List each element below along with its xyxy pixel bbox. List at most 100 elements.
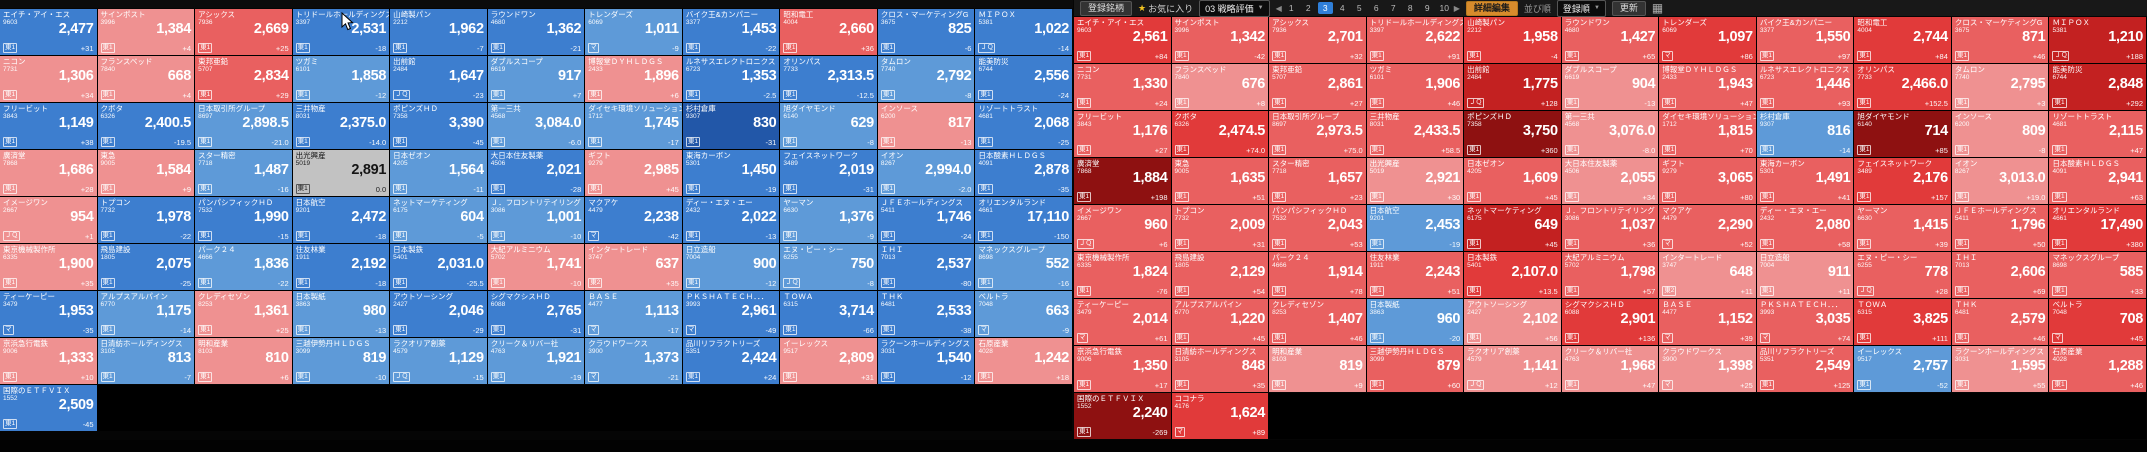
stock-tile[interactable]: 日立造船 7004 911 +11 東1 [1756,252,1854,298]
stock-tile[interactable]: アシックス 7936 2,669 +25 東1 [195,9,292,55]
stock-tile[interactable]: パンパシフィックＨＤ 7532 2,043 +53 東1 [1269,205,1366,251]
stock-tile[interactable]: シグマクシスＨＤ 6088 2,901 +136 東1 [1561,299,1659,345]
stock-tile[interactable]: バイク王&カンパニー 3377 1,453 -22 東1 [682,9,780,55]
page-button-5[interactable]: 5 [1356,3,1362,13]
stock-tile[interactable]: ダイセキ環境ソリューション 1712 1,815 +70 東1 [1659,111,1756,157]
stock-tile[interactable]: ラウンドワン 4680 1,427 +65 東1 [1561,17,1659,63]
stock-tile[interactable]: オリエンタルランド 4661 17,490 +380 東1 [2049,205,2146,251]
registered-stocks-button[interactable]: 登録銘柄 [1080,0,1133,16]
stock-tile[interactable]: ダブルスコープ 6619 917 +7 東1 [487,56,585,102]
stock-tile[interactable]: ラウンドワン 4680 1,362 -21 東1 [487,9,585,55]
stock-tile[interactable]: ルネサスエレクトロニクス 6723 1,446 +93 東1 [1756,64,1854,110]
stock-tile[interactable]: ネットマーケティング 6175 604 -5 東1 [390,197,487,243]
stock-tile[interactable]: 東急 9005 1,635 +51 東1 [1171,158,1269,204]
detail-edit-button[interactable]: 詳細編集 [1465,0,1518,16]
stock-tile[interactable]: 明和産業 8103 819 +9 東1 [1269,346,1366,392]
stock-tile[interactable]: アウトソーシング 2427 2,102 +56 東1 [1464,299,1561,345]
stock-tile[interactable]: ＭＩＰＯＸ 5381 1,210 +188 ＪＱ [2049,17,2146,63]
stock-tile[interactable]: トプコン 7732 1,978 -22 東1 [97,197,195,243]
stock-tile[interactable]: シグマクシスＨＤ 6088 2,765 -31 東1 [487,291,585,337]
stock-tile[interactable]: ツガミ 6101 1,858 -12 東1 [292,56,390,102]
stock-tile[interactable]: ＰＫＳＨＡＴＥＣＨ．．． 3993 3,035 +74 マ [1756,299,1854,345]
stock-tile[interactable]: 東京機械製作所 6335 1,824 -76 東1 [1074,252,1171,298]
grid-view-icon[interactable]: ▦ [1651,1,1664,15]
stock-tile[interactable]: 杉村倉庫 9307 816 -14 東1 [1756,111,1854,157]
stock-tile[interactable]: フランスベッド 7840 676 +8 東1 [1171,64,1269,110]
stock-tile[interactable]: ＩＨＩ 7013 2,537 -80 東1 [877,244,975,290]
stock-tile[interactable]: 日本航空 9201 2,472 -18 東1 [292,197,390,243]
stock-tile[interactable]: ラクーンホールディングス 3031 1,595 +55 東1 [1951,346,2049,392]
stock-tile[interactable]: フランスベッド 7840 668 +4 東1 [97,56,195,102]
page-button-10[interactable]: 10 [1439,3,1449,13]
stock-tile[interactable]: 国際のＥＴＦＶＩＸ 1552 2,240 -269 東1 [1074,393,1171,439]
refresh-button[interactable]: 更新 [1611,0,1646,16]
stock-tile[interactable]: Ｊ．フロントリテイリング 3086 1,001 -10 東1 [487,197,585,243]
stock-tile[interactable]: ダブルスコープ 6619 904 -13 東1 [1561,64,1659,110]
stock-tile[interactable]: ヤーマン 6630 1,415 +39 東1 [1854,205,1951,251]
stock-tile[interactable]: ポピンズＨＤ 7358 3,390 -45 東1 [390,103,487,149]
stock-tile[interactable]: ディー・エヌ・エー 2432 2,022 -13 東1 [682,197,780,243]
stock-tile[interactable]: 石原産業 4028 1,242 +18 東1 [975,338,1072,384]
stock-tile[interactable]: マクアケ 4479 2,238 -42 マ [585,197,682,243]
stock-tile[interactable]: イオン 8267 3,013.0 +19.0 東1 [1951,158,2049,204]
stock-tile[interactable]: ギフト 9279 2,985 +45 東1 [585,150,682,196]
stock-tile[interactable]: ラクオリア創薬 4579 1,129 -15 ＪＱ [390,338,487,384]
stock-tile[interactable]: 三越伊勢丹ＨＬＤＧＳ 3099 819 -10 東1 [292,338,390,384]
stock-tile[interactable]: タムロン 7740 2,792 -8 東1 [877,56,975,102]
stock-tile[interactable]: 旭ダイヤモンド 6140 714 +85 東1 [1854,111,1951,157]
stock-tile[interactable]: クレディセゾン 8253 1,407 +46 東1 [1269,299,1366,345]
pager-next-icon[interactable]: ▶ [1453,3,1460,13]
stock-tile[interactable]: トプコン 7732 2,009 +31 東1 [1171,205,1269,251]
stock-tile[interactable]: 京浜急行電鉄 9006 1,350 +17 東1 [1074,346,1171,392]
stock-tile[interactable]: インタートレード 3747 637 +35 東2 [585,244,682,290]
stock-tile[interactable]: 杉村倉庫 9307 830 -31 東1 [682,103,780,149]
stock-tile[interactable]: インタートレード 3747 648 +11 東2 [1659,252,1756,298]
stock-tile[interactable]: 日本製鉄 5401 2,031.0 -25.5 東1 [390,244,487,290]
stock-tile[interactable]: ラクーンホールディングス 3031 1,540 -12 東1 [877,338,975,384]
page-button-8[interactable]: 8 [1407,3,1413,13]
stock-tile[interactable]: トリドールホールディングス 3397 2,622 +91 東1 [1366,17,1464,63]
stock-tile[interactable]: 大日本住友製薬 4506 2,055 +34 東1 [1561,158,1659,204]
stock-tile[interactable]: 山崎製パン 2212 1,962 -7 東1 [390,9,487,55]
stock-tile[interactable]: 大日本住友製薬 4506 2,021 -28 東1 [487,150,585,196]
stock-tile[interactable]: 東急 9005 1,584 +9 東1 [97,150,195,196]
stock-tile[interactable]: トリドールホールディングス 3397 2,531 -18 東1 [292,9,390,55]
stock-tile[interactable]: フリービット 3843 1,149 +38 東1 [0,103,97,149]
stock-tile[interactable]: マネックスグループ 8698 552 -16 東1 [975,244,1072,290]
stock-tile[interactable]: 昭和電工 4004 2,660 +36 東1 [780,9,877,55]
stock-tile[interactable]: アシックス 7936 2,701 +32 東1 [1269,17,1366,63]
stock-tile[interactable]: 日本取引所グループ 8697 2,973.5 +75.0 東1 [1269,111,1366,157]
stock-tile[interactable]: タムロン 7740 2,795 +3 東1 [1951,64,2049,110]
stock-tile[interactable]: 廣済堂 7868 1,884 +198 東1 [1074,158,1171,204]
stock-tile[interactable]: ＴＨＫ 6481 2,579 +46 東1 [1951,299,2049,345]
stock-tile[interactable]: 山崎製パン 2212 1,958 -4 東1 [1464,17,1561,63]
stock-tile[interactable]: 日清紡ホールディングス 3105 848 +35 東1 [1171,346,1269,392]
stock-tile[interactable]: 昭和電工 4004 2,744 +84 東1 [1854,17,1951,63]
stock-tile[interactable]: パーク２４ 4666 1,836 -22 東1 [195,244,292,290]
stock-tile[interactable]: パーク２４ 4666 1,914 +78 東1 [1269,252,1366,298]
stock-tile[interactable]: スター精密 7718 1,487 -16 東1 [195,150,292,196]
stock-tile[interactable]: 三井物産 8031 2,433.5 +58.5 東1 [1366,111,1464,157]
stock-tile[interactable]: クロス・マーケティングG 3675 825 -6 東1 [877,9,975,55]
stock-tile[interactable]: アウトソーシング 2427 2,046 -29 東1 [390,291,487,337]
stock-tile[interactable]: 飛島建設 1805 2,075 -25 東1 [97,244,195,290]
stock-tile[interactable]: 旭ダイヤモンド 6140 629 -8 東1 [780,103,877,149]
stock-tile[interactable]: エヌ・ピー・シー 6255 750 -8 ＪＱ [780,244,877,290]
stock-tile[interactable]: アルプスアルパイン 6770 1,220 +45 東1 [1171,299,1269,345]
stock-tile[interactable]: 明和産業 8103 810 +6 東1 [195,338,292,384]
page-button-2[interactable]: 2 [1305,3,1311,13]
stock-tile[interactable]: 出前館 2484 1,775 +128 ＪＱ [1464,64,1561,110]
stock-tile[interactable]: イーレックス 9517 2,757 -52 東1 [1854,346,1951,392]
stock-tile[interactable]: マネックスグループ 8698 585 +33 東1 [2049,252,2146,298]
stock-tile[interactable]: ＩＨＩ 7013 2,606 +69 東1 [1951,252,2049,298]
stock-tile[interactable]: パンパシフィックＨＤ 7532 1,990 -15 東1 [195,197,292,243]
stock-tile[interactable]: スター精密 7718 1,657 +23 東1 [1269,158,1366,204]
stock-tile[interactable]: インソース 6200 817 -13 東1 [877,103,975,149]
stock-tile[interactable]: ＭＩＰＯＸ 5381 1,022 -14 ＪＱ [975,9,1072,55]
stock-tile[interactable]: 出光興産 5019 2,891 0.0 東1 [292,150,390,196]
stock-tile[interactable]: 廣済堂 7868 1,686 +28 東1 [0,150,97,196]
stock-tile[interactable]: クリーク＆リバー社 4763 1,921 -19 東1 [487,338,585,384]
stock-tile[interactable]: 日清紡ホールディングス 3105 813 -7 東1 [97,338,195,384]
stock-tile[interactable]: ニコン 7731 1,306 +34 東1 [0,56,97,102]
page-button-9[interactable]: 9 [1424,3,1430,13]
